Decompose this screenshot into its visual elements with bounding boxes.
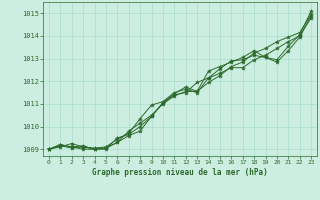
X-axis label: Graphe pression niveau de la mer (hPa): Graphe pression niveau de la mer (hPa) (92, 168, 268, 177)
